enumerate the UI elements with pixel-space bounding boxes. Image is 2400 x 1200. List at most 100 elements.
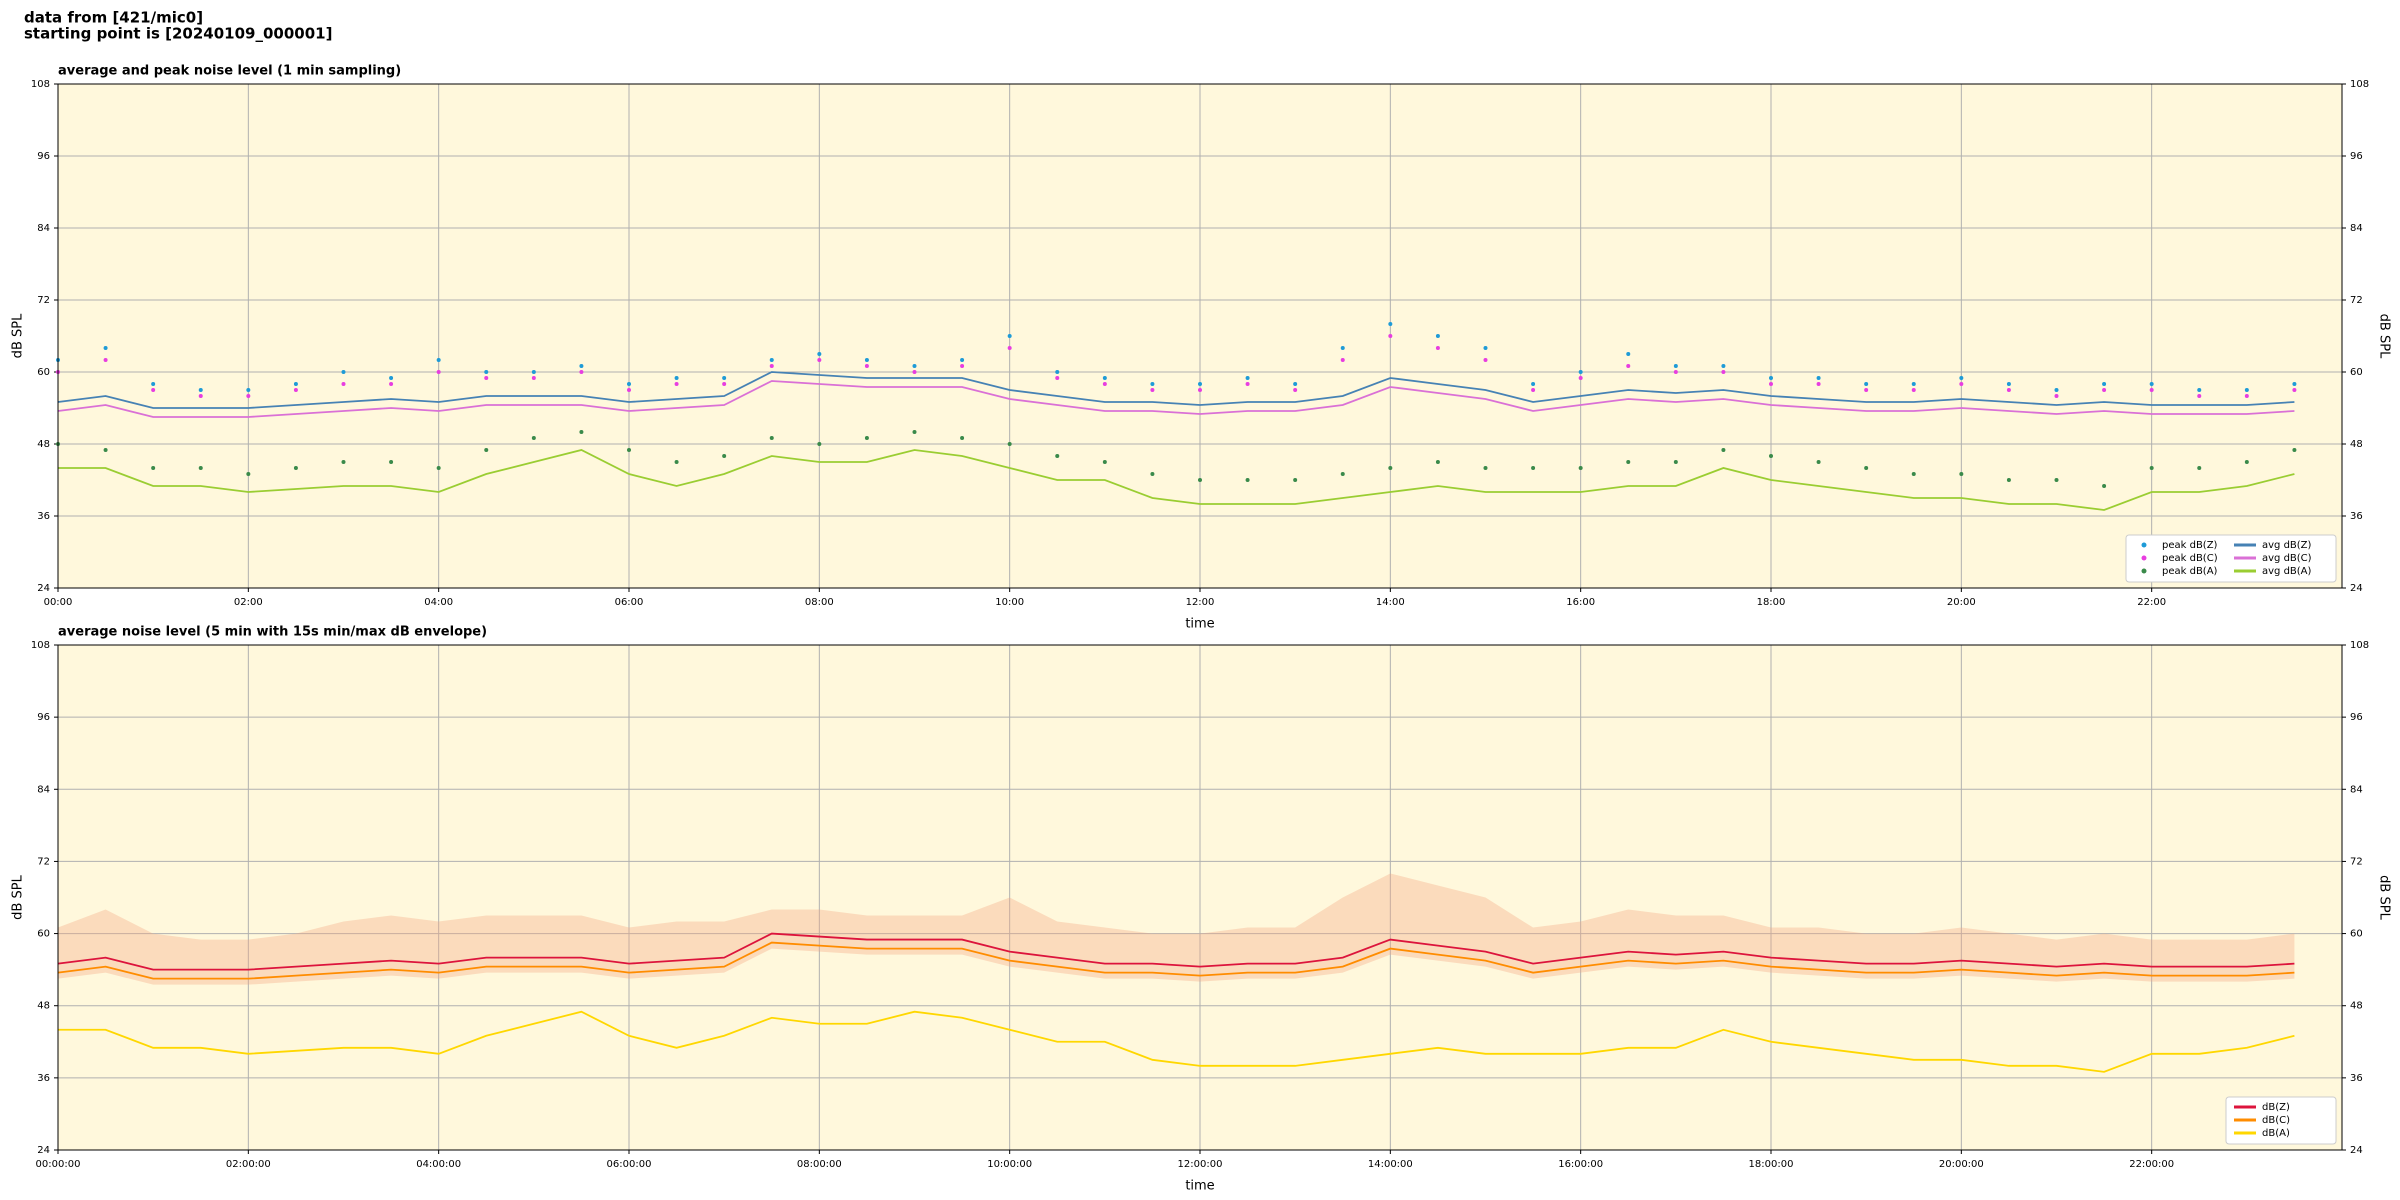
peak-point xyxy=(1055,454,1060,458)
y-axis-label: dB SPL xyxy=(2377,314,2392,359)
y-tick-label: 60 xyxy=(37,367,50,378)
peak-point xyxy=(864,358,869,362)
peak-point xyxy=(2149,388,2154,392)
y-tick-label: 48 xyxy=(37,439,50,450)
y-tick-label: 36 xyxy=(2350,511,2363,522)
peak-point xyxy=(2197,466,2202,470)
legend-marker xyxy=(2141,568,2147,574)
y-tick-label: 36 xyxy=(37,1073,50,1084)
peak-point xyxy=(1388,322,1393,326)
peak-point xyxy=(1626,460,1631,464)
peak-point xyxy=(2054,478,2059,482)
x-tick-label: 22:00:00 xyxy=(2129,1159,2174,1170)
x-tick-label: 14:00:00 xyxy=(1368,1159,1413,1170)
header-line: data from [421/mic0] xyxy=(24,9,203,27)
peak-point xyxy=(960,436,965,440)
peak-point xyxy=(2149,466,2154,470)
peak-point xyxy=(1102,382,1107,386)
peak-point xyxy=(1578,376,1583,380)
series-line xyxy=(58,1010,2295,1073)
peak-point xyxy=(722,376,727,380)
peak-point xyxy=(817,352,822,356)
peak-point xyxy=(769,436,774,440)
y-tick-label: 72 xyxy=(2350,856,2363,867)
peak-point xyxy=(1959,376,1964,380)
peak-point xyxy=(1055,376,1060,380)
peak-point xyxy=(1007,442,1012,446)
x-tick-label: 12:00:00 xyxy=(1178,1159,1223,1170)
peak-point xyxy=(2149,382,2154,386)
x-tick-label: 10:00 xyxy=(995,597,1024,608)
peak-point xyxy=(674,382,679,386)
peak-point xyxy=(1293,388,1298,392)
peak-point xyxy=(198,466,203,470)
peak-point xyxy=(246,394,251,398)
peak-point xyxy=(2244,388,2249,392)
legend-box xyxy=(2125,534,2337,583)
peak-point xyxy=(1531,388,1536,392)
y-tick-label: 96 xyxy=(37,151,50,162)
peak-point xyxy=(2197,394,2202,398)
y-tick-label: 96 xyxy=(2350,712,2363,723)
peak-point xyxy=(246,388,251,392)
peak-point xyxy=(1721,448,1726,452)
series-line xyxy=(57,380,2295,418)
peak-point xyxy=(1483,358,1488,362)
peak-point xyxy=(389,382,394,386)
x-tick-label: 18:00 xyxy=(1757,597,1786,608)
y-tick-label: 84 xyxy=(2350,223,2363,234)
x-tick-label: 00:00 xyxy=(44,597,73,608)
y-tick-label: 84 xyxy=(2350,784,2363,795)
y-tick-label: 60 xyxy=(37,929,50,940)
peak-point xyxy=(1340,358,1345,362)
series-line xyxy=(57,371,2295,409)
peak-point xyxy=(817,358,822,362)
y-tick-label: 24 xyxy=(37,583,50,594)
x-axis-label: time xyxy=(1185,1179,1214,1194)
plot-frame xyxy=(57,644,2343,1151)
y-axis-label: dB SPL xyxy=(11,313,26,358)
chart-title: average noise level (5 min with 15s min/… xyxy=(58,625,487,640)
peak-point xyxy=(1531,382,1536,386)
peak-point xyxy=(817,442,822,446)
peak-point xyxy=(1245,478,1250,482)
peak-point xyxy=(1388,334,1393,338)
legend-label: avg dB(A) xyxy=(2262,566,2312,577)
x-tick-label: 02:00 xyxy=(234,597,263,608)
peak-point xyxy=(341,460,346,464)
x-tick-label: 12:00 xyxy=(1186,597,1215,608)
peak-point xyxy=(1102,376,1107,380)
peak-point xyxy=(864,364,869,368)
peak-point xyxy=(1769,382,1773,386)
legend-label: avg dB(C) xyxy=(2262,553,2312,564)
x-tick-label: 16:00:00 xyxy=(1558,1159,1603,1170)
y-tick-label: 96 xyxy=(2350,151,2363,162)
y-tick-label: 84 xyxy=(37,784,50,795)
y-tick-label: 108 xyxy=(31,79,50,90)
peak-point xyxy=(1864,466,1869,470)
y-tick-label: 72 xyxy=(2350,295,2363,306)
peak-point xyxy=(103,346,108,350)
peak-point xyxy=(1150,382,1155,386)
x-tick-label: 10:00:00 xyxy=(987,1159,1032,1170)
peak-point xyxy=(293,382,298,386)
peak-point xyxy=(1388,466,1393,470)
peak-point xyxy=(1150,388,1155,392)
peak-point xyxy=(1245,382,1250,386)
legend-label: dB(Z) xyxy=(2262,1102,2290,1113)
peak-point xyxy=(1721,370,1726,374)
peak-point xyxy=(627,388,631,392)
x-tick-label: 00:00:00 xyxy=(36,1159,81,1170)
legend-label: avg dB(Z) xyxy=(2262,540,2312,551)
peak-point xyxy=(864,436,869,440)
peak-point xyxy=(389,376,394,380)
peak-point xyxy=(151,466,156,470)
peak-point xyxy=(912,364,917,368)
peak-point xyxy=(151,382,156,386)
peak-point xyxy=(2006,478,2011,482)
peak-point xyxy=(1340,472,1345,476)
peak-point xyxy=(1721,364,1726,368)
peak-point xyxy=(579,364,584,368)
peak-point xyxy=(531,370,536,374)
